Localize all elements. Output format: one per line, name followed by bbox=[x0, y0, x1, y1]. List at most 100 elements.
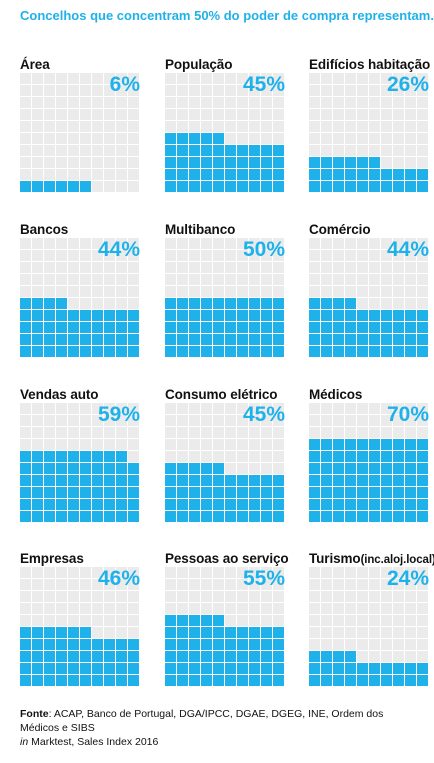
waffle-cell-empty bbox=[116, 603, 127, 614]
waffle-cell-filled bbox=[345, 451, 356, 462]
waffle-cell-empty bbox=[273, 415, 284, 426]
waffle-cell-filled bbox=[369, 451, 380, 462]
waffle-cell-filled bbox=[321, 181, 332, 192]
waffle-cell-empty bbox=[393, 615, 404, 626]
waffle-cell-empty bbox=[213, 567, 224, 578]
waffle-cell-empty bbox=[333, 403, 344, 414]
waffle-cell-empty bbox=[333, 133, 344, 144]
waffle-cell-empty bbox=[357, 145, 368, 156]
waffle-cell-empty bbox=[68, 157, 79, 168]
waffle-cell-filled bbox=[213, 169, 224, 180]
waffle-cell-filled bbox=[20, 463, 31, 474]
waffle-cell-filled bbox=[261, 627, 272, 638]
panel-percentage: 45% bbox=[242, 73, 285, 96]
waffle-cell-empty bbox=[309, 145, 320, 156]
waffle-cell-empty bbox=[44, 97, 55, 108]
waffle-cell-empty bbox=[80, 298, 91, 309]
waffle-cell-empty bbox=[177, 451, 188, 462]
waffle-cell-empty bbox=[417, 97, 428, 108]
waffle-cell-filled bbox=[261, 675, 272, 686]
waffle-cell-empty bbox=[345, 415, 356, 426]
waffle-cell-empty bbox=[165, 591, 176, 602]
waffle-cell-empty bbox=[177, 603, 188, 614]
waffle-cell-filled bbox=[92, 639, 103, 650]
waffle-panel: População 45% bbox=[165, 57, 287, 197]
waffle-cell-empty bbox=[32, 109, 43, 120]
waffle-cell-empty bbox=[345, 133, 356, 144]
waffle-cell-filled bbox=[80, 463, 91, 474]
waffle-cell-empty bbox=[309, 109, 320, 120]
waffle-cell-empty bbox=[225, 567, 236, 578]
waffle-cell-empty bbox=[201, 415, 212, 426]
waffle-cell-empty bbox=[177, 427, 188, 438]
waffle-cell-filled bbox=[80, 651, 91, 662]
waffle-cell-filled bbox=[345, 675, 356, 686]
waffle-cell-filled bbox=[261, 298, 272, 309]
waffle-cell-empty bbox=[92, 415, 103, 426]
waffle-cell-empty bbox=[165, 567, 176, 578]
waffle-cell-filled bbox=[201, 334, 212, 345]
waffle-cell-empty bbox=[128, 85, 139, 96]
waffle-cell-filled bbox=[261, 639, 272, 650]
waffle-cell-empty bbox=[177, 73, 188, 84]
waffle-cell-empty bbox=[333, 274, 344, 285]
waffle-cell-empty bbox=[261, 121, 272, 132]
waffle-cell-empty bbox=[381, 274, 392, 285]
waffle-cell-filled bbox=[249, 346, 260, 357]
waffle-cell-filled bbox=[116, 463, 127, 474]
waffle-cell-filled bbox=[201, 346, 212, 357]
waffle-cell-empty bbox=[177, 415, 188, 426]
waffle-cell-filled bbox=[357, 487, 368, 498]
waffle-cell-empty bbox=[273, 85, 284, 96]
waffle-cell-empty bbox=[249, 463, 260, 474]
waffle-cell-empty bbox=[20, 274, 31, 285]
waffle-cell-empty bbox=[405, 121, 416, 132]
waffle-cell-empty bbox=[20, 286, 31, 297]
waffle-cell-empty bbox=[321, 591, 332, 602]
waffle-cell-filled bbox=[44, 475, 55, 486]
waffle-cell-empty bbox=[273, 133, 284, 144]
waffle-cell-filled bbox=[189, 298, 200, 309]
waffle-cell-filled bbox=[56, 298, 67, 309]
waffle-cell-filled bbox=[189, 346, 200, 357]
waffle-grid bbox=[165, 403, 284, 522]
waffle-cell-empty bbox=[417, 286, 428, 297]
waffle-cell-filled bbox=[165, 310, 176, 321]
waffle-cell-empty bbox=[20, 439, 31, 450]
waffle-cell-empty bbox=[20, 615, 31, 626]
waffle-cell-filled bbox=[44, 651, 55, 662]
waffle-cell-empty bbox=[237, 567, 248, 578]
waffle-cell-filled bbox=[32, 511, 43, 522]
waffle-cell-filled bbox=[213, 322, 224, 333]
waffle-cell-empty bbox=[104, 591, 115, 602]
waffle-cell-empty bbox=[225, 591, 236, 602]
panel-percentage: 70% bbox=[386, 403, 429, 426]
waffle-cell-empty bbox=[333, 121, 344, 132]
waffle-cell-empty bbox=[80, 97, 91, 108]
waffle-cell-empty bbox=[92, 274, 103, 285]
waffle-cell-empty bbox=[393, 415, 404, 426]
waffle-cell-empty bbox=[261, 238, 272, 249]
waffle-panel: Vendas auto 59% bbox=[20, 387, 142, 527]
waffle-cell-filled bbox=[345, 439, 356, 450]
waffle-cell-empty bbox=[309, 579, 320, 590]
waffle-cell-empty bbox=[56, 603, 67, 614]
waffle-cell-empty bbox=[44, 427, 55, 438]
waffle-cell-empty bbox=[104, 181, 115, 192]
waffle-cell-empty bbox=[357, 109, 368, 120]
source-label: Fonte bbox=[20, 708, 49, 720]
waffle-cell-empty bbox=[417, 274, 428, 285]
waffle-cell-empty bbox=[333, 639, 344, 650]
waffle-cell-empty bbox=[261, 615, 272, 626]
waffle-cell-filled bbox=[237, 334, 248, 345]
waffle-cell-filled bbox=[369, 675, 380, 686]
waffle-cell-filled bbox=[128, 511, 139, 522]
chart-title: Concelhos que concentram 50% do poder de… bbox=[20, 8, 434, 23]
waffle-cell-filled bbox=[32, 675, 43, 686]
panel-label: Médicos bbox=[309, 387, 362, 402]
waffle-cell-empty bbox=[56, 145, 67, 156]
waffle-cell-filled bbox=[201, 511, 212, 522]
waffle-cell-empty bbox=[213, 403, 224, 414]
waffle-cell-empty bbox=[213, 85, 224, 96]
waffle-cell-filled bbox=[177, 169, 188, 180]
